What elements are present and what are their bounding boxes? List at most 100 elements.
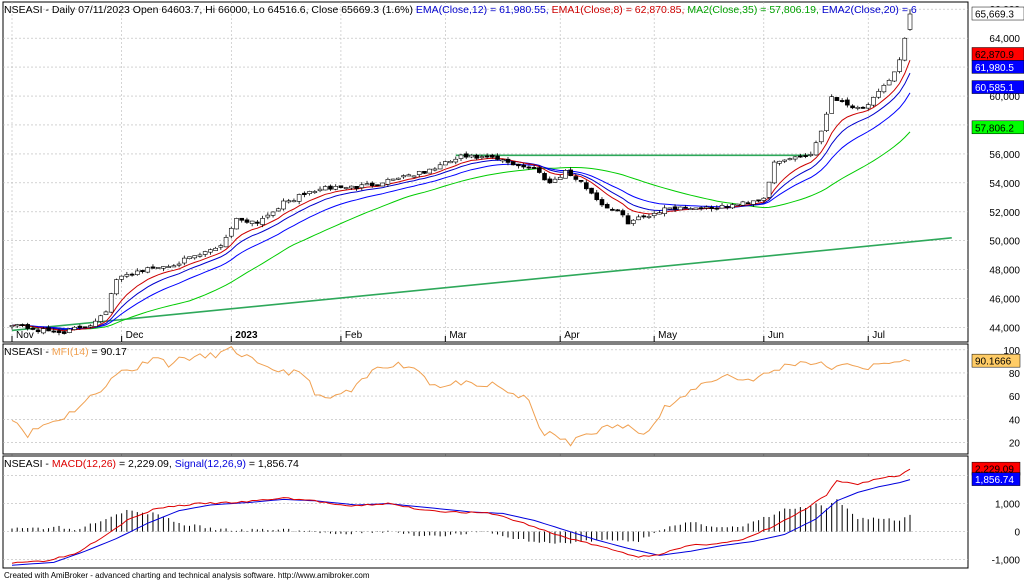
price-panel[interactable]: 44,000 46,000 48,000 50,000 52,000 54,000 56,0… <box>2 1 1024 568</box>
candle <box>604 202 610 209</box>
candle <box>385 177 391 188</box>
candle <box>714 205 720 211</box>
candle-body <box>531 167 537 169</box>
candle-body <box>9 325 15 328</box>
candle <box>855 105 861 111</box>
candle <box>798 153 803 158</box>
candle-body <box>808 154 814 156</box>
candle-body <box>129 273 135 276</box>
candle-body <box>51 330 57 333</box>
candle-body <box>145 267 151 273</box>
candle <box>484 153 490 159</box>
candle <box>537 166 542 174</box>
candle-body <box>714 207 720 210</box>
candle <box>249 220 255 227</box>
candle <box>881 83 887 94</box>
candle <box>369 181 375 188</box>
candle <box>599 197 605 207</box>
candle-body <box>892 71 897 82</box>
macd-header-part: MACD(12,26) <box>52 458 116 470</box>
candle-body <box>526 166 532 169</box>
date-axis-label: Feb <box>345 330 363 341</box>
candle-body <box>192 255 198 259</box>
candle <box>892 71 897 83</box>
candle <box>260 215 265 228</box>
mfi-header-part: NSEASI - <box>4 346 52 358</box>
candle-body <box>657 212 662 215</box>
candle-body <box>860 106 866 109</box>
candle <box>719 203 725 209</box>
ema12-line <box>11 72 911 331</box>
candle <box>422 170 427 174</box>
value-badge-box <box>971 60 1024 74</box>
ma35-line <box>11 131 911 330</box>
candle <box>401 174 406 179</box>
candle <box>228 226 234 239</box>
value-badge: 1,856.74 <box>971 472 1021 486</box>
candle-body <box>244 219 250 223</box>
candle-body <box>803 155 808 157</box>
date-axis-label: Nov <box>16 330 34 341</box>
candle-body <box>766 181 772 198</box>
candle <box>474 153 479 160</box>
candle-body <box>124 274 130 277</box>
candle <box>72 326 77 331</box>
candle-body <box>416 171 422 175</box>
candle-body <box>829 96 834 114</box>
candle <box>630 219 636 226</box>
candle <box>751 200 756 207</box>
candle-body <box>594 192 600 200</box>
candle <box>651 210 657 219</box>
candle <box>239 217 245 223</box>
mfi-header-part: MFI(14) <box>52 346 89 358</box>
signal-line <box>11 479 911 566</box>
candle <box>265 212 271 220</box>
candle <box>380 182 385 187</box>
candle-body <box>552 178 558 183</box>
price-axis-tick: 54,000 <box>989 179 1020 190</box>
candle-body <box>516 163 521 167</box>
candle-body <box>453 158 459 163</box>
panel-frame <box>2 343 969 455</box>
price-header: NSEASI - Daily 07/11/2023 Open 64603.7, … <box>4 4 917 16</box>
candle <box>824 111 829 133</box>
candle-body <box>751 200 756 205</box>
candle <box>161 266 166 272</box>
candle-body <box>218 245 224 248</box>
candle-body <box>14 324 20 327</box>
mfi-axis-tick: 100 <box>1003 346 1020 357</box>
value-badge-text: 65,669.3 <box>975 10 1014 21</box>
candle <box>735 203 741 206</box>
candle <box>88 324 93 329</box>
candle <box>390 178 396 181</box>
candle <box>641 214 647 219</box>
candle <box>625 213 631 225</box>
candle-body <box>662 207 667 214</box>
price-header-part: EMA1(Close,8) = 62,870.85, <box>549 4 685 16</box>
candle-body <box>270 211 276 216</box>
macd-header-part: Signal(12,26,9) <box>172 458 246 470</box>
candle-body <box>286 200 292 203</box>
candle <box>437 161 443 170</box>
candle-body <box>907 13 913 30</box>
candle <box>270 211 276 218</box>
date-axis-label: Apr <box>564 330 580 341</box>
candle-body <box>223 237 229 248</box>
candle <box>171 264 177 268</box>
mfi-panel[interactable]: 20 40 60 80 100 NSEASI - MFI(14) = 90.17 90.16… <box>2 343 1020 455</box>
macd-axis-tick: -1,000 <box>992 556 1021 567</box>
candle <box>526 165 532 171</box>
candle <box>542 171 547 181</box>
candle-body <box>636 216 641 221</box>
candle-body <box>876 91 881 98</box>
candle-body <box>792 156 798 160</box>
candle-body <box>688 208 694 211</box>
candle-body <box>135 270 140 275</box>
date-axis-label: May <box>658 330 677 341</box>
candle <box>411 175 417 179</box>
candle <box>51 328 57 334</box>
candle-body <box>646 216 652 218</box>
candle <box>829 94 834 114</box>
ema8-line <box>11 60 911 332</box>
